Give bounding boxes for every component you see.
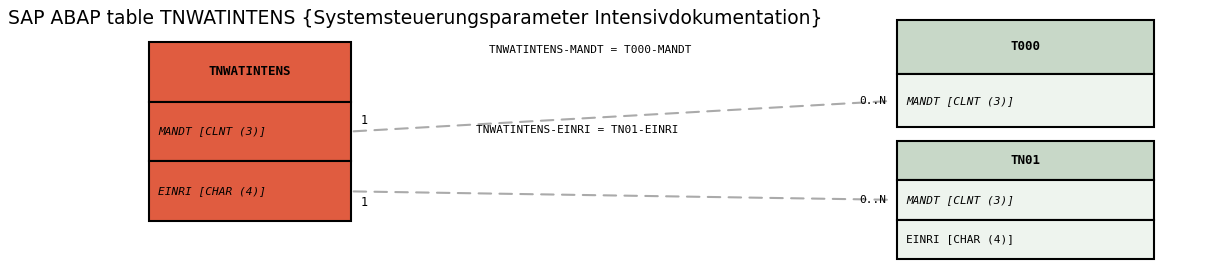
Text: 1: 1	[360, 114, 367, 127]
Text: SAP ABAP table TNWATINTENS {Systemsteuerungsparameter Intensivdokumentation}: SAP ABAP table TNWATINTENS {Systemsteuer…	[7, 9, 822, 28]
Text: EINRI [CHAR (4)]: EINRI [CHAR (4)]	[906, 234, 1014, 244]
Text: 0..N: 0..N	[860, 195, 886, 205]
FancyBboxPatch shape	[896, 220, 1154, 259]
Text: T000: T000	[1010, 40, 1040, 53]
Text: TNWATINTENS: TNWATINTENS	[209, 65, 291, 78]
FancyBboxPatch shape	[149, 42, 350, 102]
FancyBboxPatch shape	[896, 180, 1154, 220]
FancyBboxPatch shape	[149, 162, 350, 221]
Text: 1: 1	[360, 196, 367, 209]
FancyBboxPatch shape	[896, 20, 1154, 74]
FancyBboxPatch shape	[149, 102, 350, 162]
Text: 0..N: 0..N	[860, 96, 886, 106]
Text: MANDT [CLNT (3)]: MANDT [CLNT (3)]	[906, 195, 1014, 205]
Text: TNWATINTENS-MANDT = T000-MANDT: TNWATINTENS-MANDT = T000-MANDT	[489, 45, 691, 55]
FancyBboxPatch shape	[896, 141, 1154, 180]
Text: TN01: TN01	[1010, 154, 1040, 167]
Text: MANDT [CLNT (3)]: MANDT [CLNT (3)]	[159, 127, 267, 137]
Text: TNWATINTENS-EINRI = TN01-EINRI: TNWATINTENS-EINRI = TN01-EINRI	[477, 125, 678, 135]
FancyBboxPatch shape	[896, 74, 1154, 127]
Text: MANDT [CLNT (3)]: MANDT [CLNT (3)]	[906, 96, 1014, 106]
Text: EINRI [CHAR (4)]: EINRI [CHAR (4)]	[159, 186, 267, 196]
